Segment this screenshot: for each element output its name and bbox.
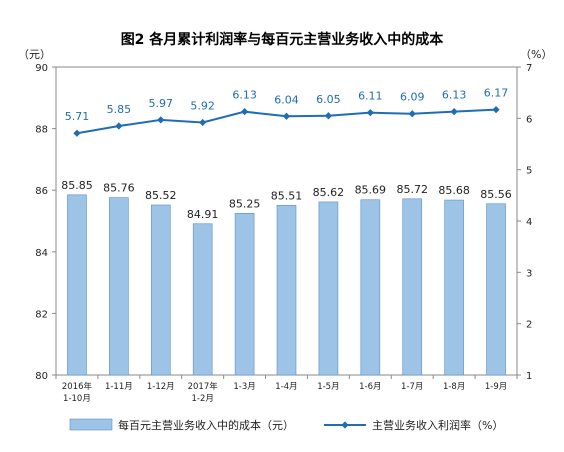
line-data-label: 5.92 <box>190 99 215 112</box>
legend: 每百元主营业务收入中的成本（元） 主营业务收入利润率（%） <box>69 418 503 432</box>
line-point <box>157 116 165 124</box>
line-data-label: 6.11 <box>358 90 383 103</box>
bar <box>360 199 381 376</box>
x-tick-label: 2017年 <box>188 381 219 392</box>
line-point <box>199 118 207 127</box>
left-tick-label: 88 <box>35 125 48 136</box>
line-point <box>408 110 416 118</box>
x-tick-label: 1-8月 <box>443 382 465 392</box>
left-tick-label: 90 <box>35 63 48 74</box>
x-tick-label: 1-9月 <box>485 382 507 392</box>
line-point <box>324 112 333 120</box>
line-data-label: 6.13 <box>442 89 467 102</box>
line-point <box>282 112 291 120</box>
bar-data-label: 85.62 <box>313 186 345 199</box>
left-tick-label: 82 <box>35 309 48 320</box>
bar <box>486 203 506 376</box>
x-tick-label: 1-4月 <box>275 382 297 392</box>
x-tick-label: 1-11月 <box>105 382 133 392</box>
right-axis-unit: （%） <box>520 48 552 61</box>
line-data-label: 5.85 <box>107 103 132 116</box>
line-point <box>366 109 374 117</box>
bar <box>67 194 87 376</box>
legend-line-marker <box>341 421 349 429</box>
line-point <box>115 122 123 130</box>
x-tick-label: 1-7月 <box>401 382 423 392</box>
bar-data-label: 85.72 <box>396 183 428 196</box>
line-data-label: 6.17 <box>484 87 509 100</box>
line-data-label: 6.05 <box>316 93 341 106</box>
right-tick-label: 2 <box>526 320 532 331</box>
right-tick-label: 4 <box>526 217 532 228</box>
bar <box>276 204 297 376</box>
left-axis-unit: （元） <box>18 48 51 61</box>
bar <box>109 197 129 376</box>
bar-data-label: 85.52 <box>145 189 177 202</box>
x-tick-label: 1-12月 <box>147 382 175 392</box>
x-tick-label: 1-10月 <box>63 394 91 404</box>
x-tick-label: 1-5月 <box>317 382 339 392</box>
line-data-label: 6.04 <box>274 93 299 106</box>
left-tick-label: 80 <box>35 371 48 382</box>
line-data-label: 5.71 <box>65 110 90 123</box>
left-tick-label: 84 <box>35 248 48 259</box>
bar-data-label: 85.51 <box>271 189 303 202</box>
line-series: 5.71 5.85 5.97 5.92 6.13 6.04 6.05 6.11 6.09 6.13… <box>65 87 509 137</box>
legend-line-label: 主营业务收入利润率（%） <box>372 418 503 432</box>
bar <box>402 198 423 376</box>
right-tick-label: 7 <box>526 63 532 74</box>
bar <box>234 213 255 376</box>
x-tick-label: 1-2月 <box>191 394 213 404</box>
bar-series: 85.85 85.76 85.52 84.91 85.25 85.51 85.62 85.69… <box>61 179 512 376</box>
line-point <box>492 106 500 114</box>
right-tick-label: 1 <box>526 371 532 382</box>
bar-data-label: 85.85 <box>61 179 93 192</box>
bar-data-label: 84.91 <box>187 208 219 221</box>
line-point <box>73 129 81 137</box>
bar <box>444 199 464 376</box>
x-tick-label: 1-3月 <box>233 382 255 392</box>
bar <box>150 204 171 376</box>
left-tick-label: 86 <box>35 186 48 197</box>
axes: 80 82 84 86 88 90 1 2 3 4 5 6 7 2016年 1-10月 1-11月 1-12月 2… <box>35 63 532 404</box>
right-tick-label: 5 <box>526 166 532 177</box>
chart-title: 图2 各月累计利润率与每百元主营业务收入中的成本 <box>121 31 445 48</box>
line-data-label: 6.09 <box>400 91 425 104</box>
line-data-label: 6.13 <box>232 89 257 102</box>
x-tick-label: 1-6月 <box>359 382 381 392</box>
bar-data-label: 85.25 <box>229 197 261 210</box>
line-point <box>450 108 458 116</box>
bar-data-label: 85.69 <box>355 184 387 197</box>
bar-data-label: 85.68 <box>438 184 470 197</box>
right-tick-label: 3 <box>526 268 532 279</box>
line-data-label: 5.97 <box>149 97 174 110</box>
legend-bar-swatch <box>69 418 113 431</box>
right-tick-label: 6 <box>526 114 532 125</box>
bar-data-label: 85.56 <box>480 188 512 201</box>
x-tick-label: 2016年 <box>62 381 93 392</box>
bar-data-label: 85.76 <box>103 182 135 195</box>
bar <box>192 223 213 376</box>
line-point <box>240 108 249 116</box>
legend-bar-label: 每百元主营业务收入中的成本（元） <box>118 418 294 432</box>
bar <box>318 201 339 376</box>
